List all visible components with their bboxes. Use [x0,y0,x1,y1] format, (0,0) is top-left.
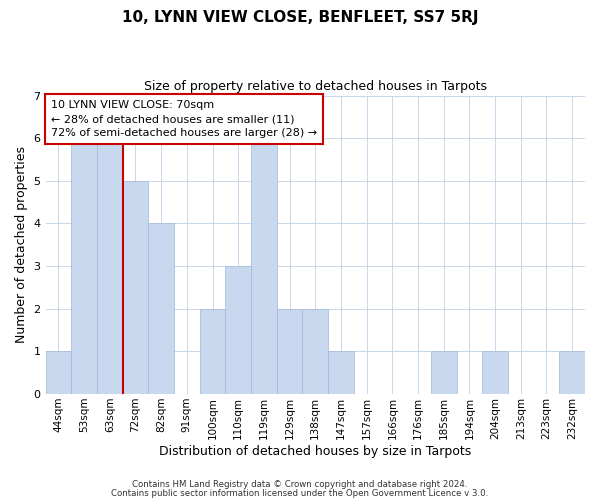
Bar [431,352,457,394]
Bar [559,352,585,394]
Bar [122,181,148,394]
Bar [251,138,277,394]
Bar [200,309,226,394]
Text: 10, LYNN VIEW CLOSE, BENFLEET, SS7 5RJ: 10, LYNN VIEW CLOSE, BENFLEET, SS7 5RJ [122,10,478,25]
X-axis label: Distribution of detached houses by size in Tarpots: Distribution of detached houses by size … [159,444,472,458]
Bar [302,309,328,394]
Bar [97,96,122,394]
Text: 10 LYNN VIEW CLOSE: 70sqm
← 28% of detached houses are smaller (11)
72% of semi-: 10 LYNN VIEW CLOSE: 70sqm ← 28% of detac… [51,100,317,138]
Bar [328,352,354,394]
Text: Contains public sector information licensed under the Open Government Licence v : Contains public sector information licen… [112,488,488,498]
Bar [482,352,508,394]
Text: Contains HM Land Registry data © Crown copyright and database right 2024.: Contains HM Land Registry data © Crown c… [132,480,468,489]
Bar [226,266,251,394]
Bar [46,352,71,394]
Bar [71,96,97,394]
Bar [148,224,174,394]
Bar [277,309,302,394]
Y-axis label: Number of detached properties: Number of detached properties [15,146,28,344]
Title: Size of property relative to detached houses in Tarpots: Size of property relative to detached ho… [144,80,487,93]
